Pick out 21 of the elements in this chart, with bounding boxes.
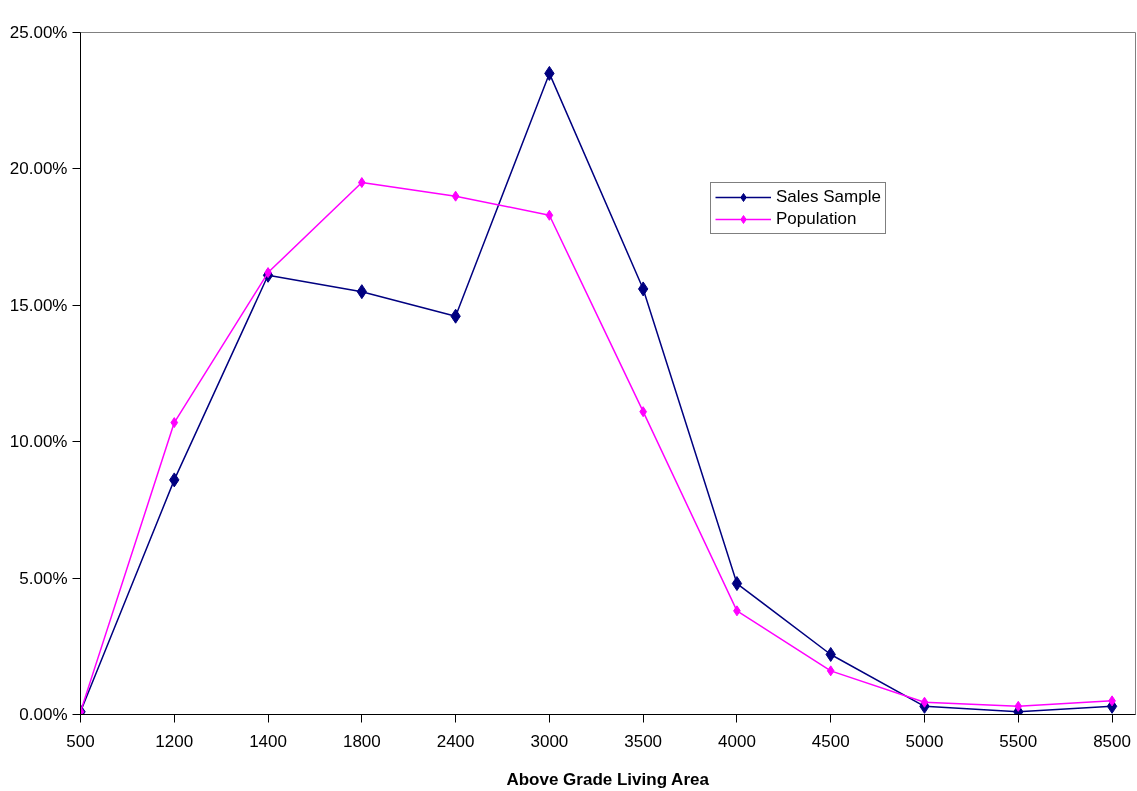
x-axis-title: Above Grade Living Area	[506, 769, 710, 789]
x-tick-label: 5500	[999, 731, 1038, 751]
y-tick-label: 5.00%	[19, 568, 68, 588]
x-tick-label: 4500	[811, 731, 850, 751]
x-tick-label: 1400	[249, 731, 287, 751]
x-tick-label: 4000	[718, 731, 756, 751]
legend-label: Population	[776, 209, 857, 229]
legend-label: Sales Sample	[776, 187, 881, 207]
y-tick-label: 25.00%	[9, 23, 68, 42]
x-tick-label: 3000	[530, 731, 569, 751]
y-tick-label: 10.00%	[9, 432, 68, 452]
x-tick-label: 500	[66, 731, 95, 751]
x-tick-label: 1800	[342, 731, 381, 751]
x-tick-label: 1200	[155, 731, 194, 751]
y-tick-label: 20.00%	[9, 159, 68, 179]
y-tick-label: 15.00%	[9, 295, 68, 315]
x-tick-label: 5000	[905, 731, 944, 751]
x-tick-label: 8500	[1093, 731, 1131, 751]
x-tick-label: 2400	[436, 731, 475, 751]
x-tick-label: 3500	[624, 731, 663, 751]
y-tick-label: 0.00%	[19, 705, 68, 724]
